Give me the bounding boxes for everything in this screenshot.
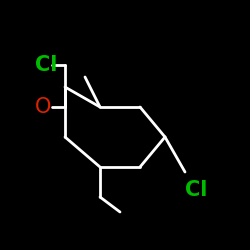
Text: Cl: Cl bbox=[35, 55, 58, 75]
Text: Cl: Cl bbox=[185, 180, 208, 200]
Text: O: O bbox=[35, 97, 51, 117]
